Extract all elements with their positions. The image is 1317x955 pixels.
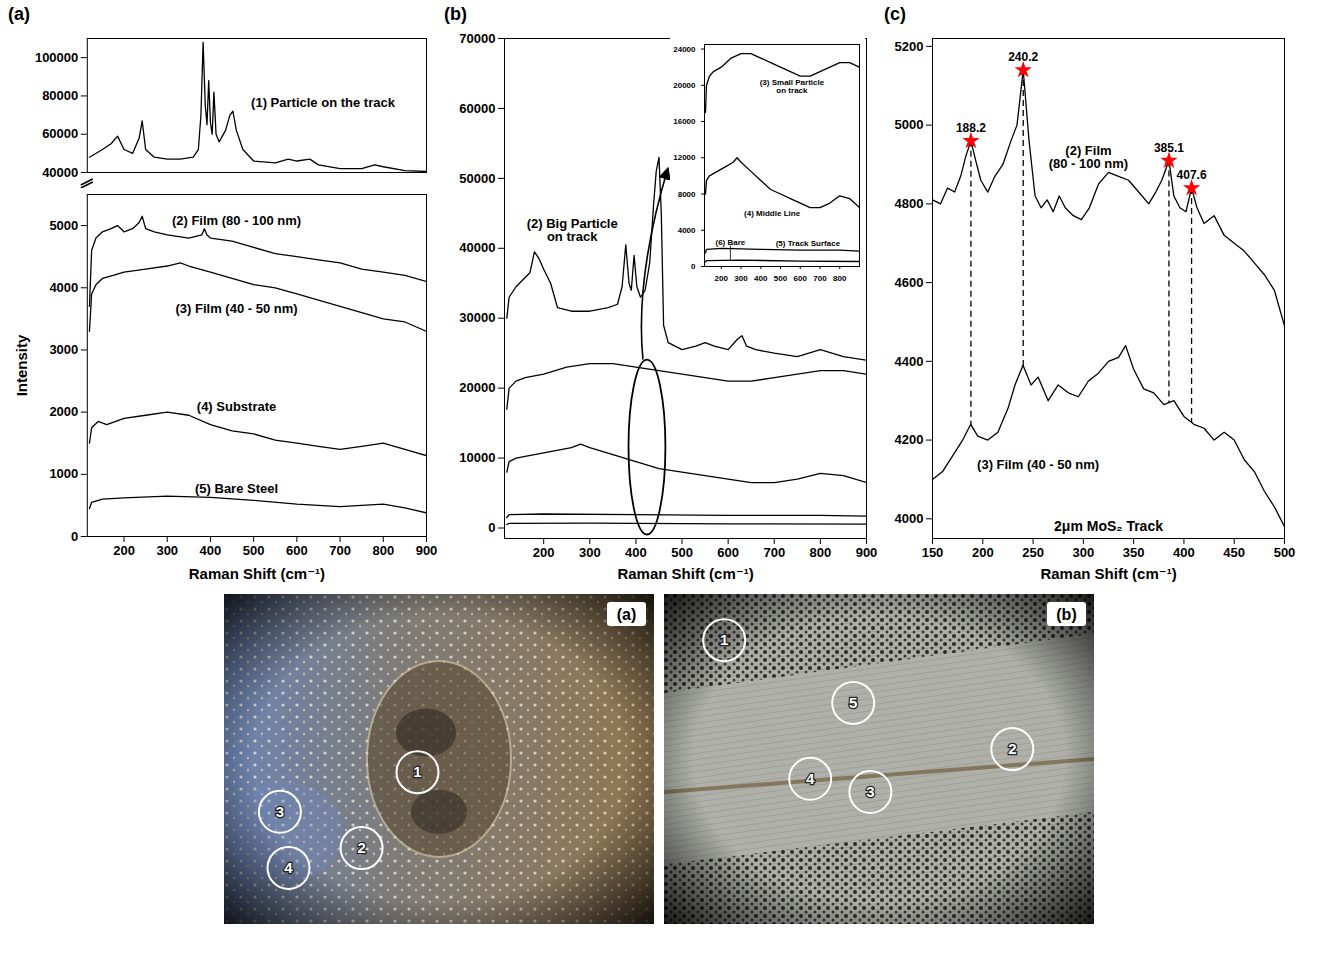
svg-text:Raman Shift (cm⁻¹): Raman Shift (cm⁻¹) xyxy=(189,565,325,582)
svg-text:(1) Particle on the track: (1) Particle on the track xyxy=(251,95,396,110)
svg-text:385.1: 385.1 xyxy=(1154,141,1184,155)
svg-text:240.2: 240.2 xyxy=(1008,50,1038,64)
svg-text:5000: 5000 xyxy=(895,117,924,132)
svg-text:4000: 4000 xyxy=(678,226,696,235)
svg-text:0: 0 xyxy=(488,520,495,535)
svg-text:40000: 40000 xyxy=(42,165,78,180)
svg-text:24000: 24000 xyxy=(673,45,696,54)
svg-text:(2) Big Particleon track: (2) Big Particleon track xyxy=(527,216,618,244)
svg-text:200: 200 xyxy=(533,545,555,560)
svg-text:600: 600 xyxy=(717,545,739,560)
svg-text:(6) Bare: (6) Bare xyxy=(715,238,746,248)
svg-text:4: 4 xyxy=(284,859,293,876)
svg-text:4000: 4000 xyxy=(49,280,78,295)
svg-text:300: 300 xyxy=(734,274,748,283)
svg-text:16000: 16000 xyxy=(673,117,696,126)
svg-text:500: 500 xyxy=(671,545,693,560)
svg-text:20000: 20000 xyxy=(459,380,495,395)
svg-text:40000: 40000 xyxy=(459,240,495,255)
svg-text:(5) Track Surface: (5) Track Surface xyxy=(776,239,841,248)
svg-text:(a): (a) xyxy=(616,606,636,623)
svg-text:5: 5 xyxy=(849,694,857,711)
svg-text:300: 300 xyxy=(1073,545,1095,560)
svg-text:3: 3 xyxy=(866,783,874,800)
svg-text:400: 400 xyxy=(200,543,222,558)
svg-text:700: 700 xyxy=(329,543,351,558)
svg-text:407.6: 407.6 xyxy=(1177,168,1207,182)
svg-text:4000: 4000 xyxy=(895,511,924,526)
svg-text:Raman Shift (cm⁻¹): Raman Shift (cm⁻¹) xyxy=(1040,565,1176,582)
svg-text:450: 450 xyxy=(1223,545,1245,560)
svg-text:2μm MoS₂ Track: 2μm MoS₂ Track xyxy=(1054,518,1163,534)
svg-text:60000: 60000 xyxy=(459,101,495,116)
svg-text:Raman Shift (cm⁻¹): Raman Shift (cm⁻¹) xyxy=(617,565,753,582)
svg-text:50000: 50000 xyxy=(459,171,495,186)
svg-text:3000: 3000 xyxy=(49,342,78,357)
svg-text:(b): (b) xyxy=(1056,606,1076,623)
svg-text:2: 2 xyxy=(357,839,365,856)
svg-text:5000: 5000 xyxy=(49,218,78,233)
svg-text:Intensity: Intensity xyxy=(13,334,30,396)
svg-text:700: 700 xyxy=(813,274,827,283)
svg-text:5200: 5200 xyxy=(895,39,924,54)
svg-text:500: 500 xyxy=(1274,545,1296,560)
svg-text:400: 400 xyxy=(625,545,647,560)
svg-text:600: 600 xyxy=(794,274,808,283)
svg-text:4600: 4600 xyxy=(895,275,924,290)
svg-text:4: 4 xyxy=(806,770,815,787)
svg-text:150: 150 xyxy=(922,545,944,560)
svg-text:(2) Film(80 - 100 nm): (2) Film(80 - 100 nm) xyxy=(1049,143,1128,171)
svg-text:900: 900 xyxy=(416,543,438,558)
svg-text:80000: 80000 xyxy=(42,88,78,103)
svg-text:(4) Substrate: (4) Substrate xyxy=(197,399,276,414)
svg-text:100000: 100000 xyxy=(35,50,78,65)
svg-text:(5) Bare Steel: (5) Bare Steel xyxy=(195,481,278,496)
svg-text:200: 200 xyxy=(972,545,994,560)
svg-text:4800: 4800 xyxy=(895,196,924,211)
svg-text:200: 200 xyxy=(715,274,729,283)
svg-text:8000: 8000 xyxy=(678,190,696,199)
svg-text:350: 350 xyxy=(1123,545,1145,560)
svg-text:2000: 2000 xyxy=(49,404,78,419)
svg-text:0: 0 xyxy=(71,529,78,544)
svg-text:30000: 30000 xyxy=(459,310,495,325)
svg-text:12000: 12000 xyxy=(673,153,696,162)
html-text:(a): (a) xyxy=(8,4,30,24)
svg-text:(4) Middle Line: (4) Middle Line xyxy=(744,209,801,218)
svg-text:(3) Small Particleon track: (3) Small Particleon track xyxy=(760,78,825,95)
svg-text:188.2: 188.2 xyxy=(956,121,986,135)
svg-text:1000: 1000 xyxy=(49,466,78,481)
svg-text:1: 1 xyxy=(413,763,421,780)
svg-text:(3) Film (40 - 50 nm): (3) Film (40 - 50 nm) xyxy=(176,301,298,316)
svg-text:(3) Film (40 - 50 nm): (3) Film (40 - 50 nm) xyxy=(977,457,1099,472)
svg-text:250: 250 xyxy=(1022,545,1044,560)
svg-text:200: 200 xyxy=(113,543,135,558)
svg-text:70000: 70000 xyxy=(459,31,495,46)
html-text:(c): (c) xyxy=(884,4,906,24)
html-text:(b): (b) xyxy=(444,4,467,24)
svg-text:400: 400 xyxy=(754,274,768,283)
svg-text:800: 800 xyxy=(833,274,847,283)
svg-text:300: 300 xyxy=(156,543,178,558)
svg-text:900: 900 xyxy=(856,545,878,560)
svg-text:0: 0 xyxy=(691,262,696,271)
svg-text:20000: 20000 xyxy=(673,81,696,90)
svg-text:2: 2 xyxy=(1008,740,1016,757)
svg-text:800: 800 xyxy=(372,543,394,558)
svg-text:400: 400 xyxy=(1173,545,1195,560)
svg-text:500: 500 xyxy=(774,274,788,283)
svg-text:600: 600 xyxy=(286,543,308,558)
svg-text:700: 700 xyxy=(763,545,785,560)
svg-text:800: 800 xyxy=(810,545,832,560)
svg-text:500: 500 xyxy=(243,543,265,558)
svg-text:300: 300 xyxy=(579,545,601,560)
svg-text:1: 1 xyxy=(720,631,728,648)
svg-text:10000: 10000 xyxy=(459,450,495,465)
svg-text:3: 3 xyxy=(275,803,283,820)
svg-text:4200: 4200 xyxy=(895,432,924,447)
svg-text:4400: 4400 xyxy=(895,353,924,368)
svg-text:60000: 60000 xyxy=(42,126,78,141)
svg-text:(2) Film (80 - 100 nm): (2) Film (80 - 100 nm) xyxy=(172,213,301,228)
